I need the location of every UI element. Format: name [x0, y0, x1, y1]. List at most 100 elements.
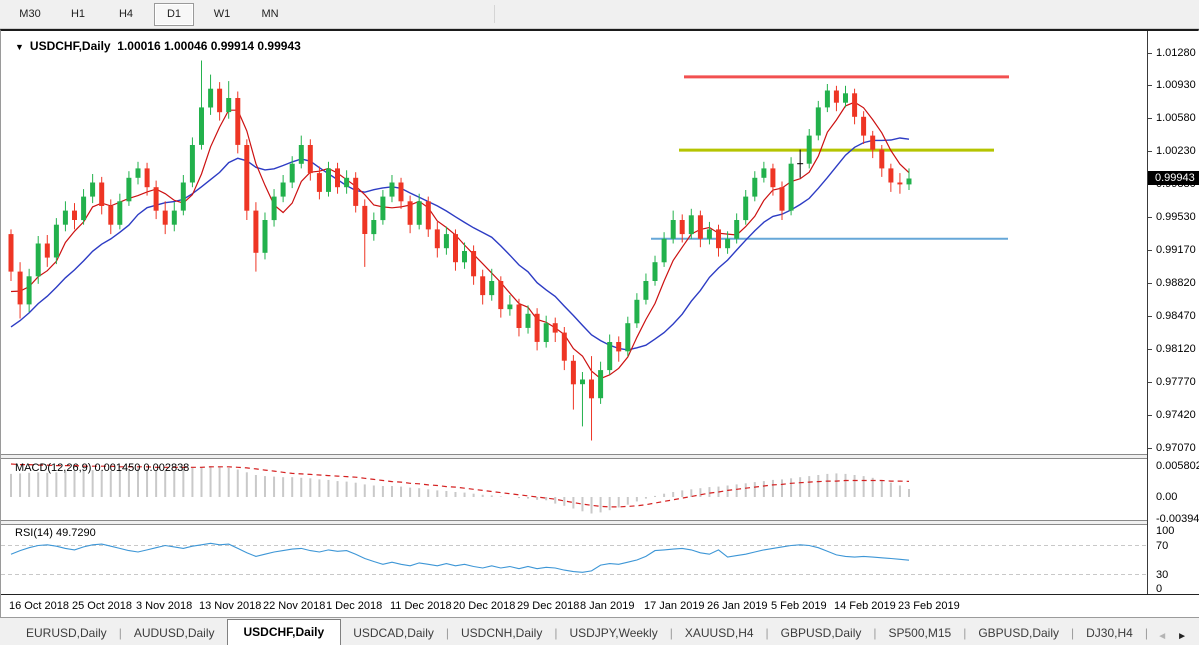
timeframe-button-h1[interactable]: H1	[70, 8, 86, 20]
candle-body	[208, 88, 214, 108]
candle-body	[652, 262, 658, 281]
candle-body	[752, 177, 758, 197]
candle-body	[852, 93, 858, 117]
rsi-axis-label: 30	[1156, 569, 1169, 581]
macd-panel[interactable]	[1, 458, 1147, 520]
rsi-label: RSI(14) 49.7290	[15, 527, 96, 539]
candle-body	[598, 370, 604, 399]
macd-signal-line	[10, 463, 910, 508]
price-tick	[1148, 349, 1152, 350]
candle-body	[171, 210, 177, 225]
main-chart[interactable]	[1, 31, 1147, 454]
symbol-tab-gbpusd-9[interactable]: GBPUSD,Daily	[978, 626, 1060, 640]
toolbar-separator	[494, 5, 495, 23]
symbol-tab-audusd-1[interactable]: AUDUSD,Daily	[133, 626, 215, 640]
candle-body	[144, 168, 150, 188]
candle-body	[743, 196, 749, 221]
price-tick	[1148, 283, 1152, 284]
tab-divider: |	[118, 626, 122, 640]
candle-body	[226, 98, 232, 113]
price-axis-label: 0.98820	[1156, 277, 1196, 289]
candle-body	[298, 145, 304, 164]
price-axis: 1.012801.009301.005801.002300.998800.995…	[1147, 31, 1199, 595]
candle-body	[289, 163, 295, 183]
timeframe-toolbar: M30 H1 H4 D1 W1 MN	[0, 0, 1199, 29]
candle-body	[697, 215, 703, 239]
candle-body	[770, 168, 776, 188]
candle-body	[507, 304, 513, 310]
date-axis-label: 8 Jan 2019	[580, 600, 635, 612]
candle-body	[362, 205, 368, 234]
candle-body	[534, 313, 540, 342]
timeframe-button-d1[interactable]: D1	[154, 2, 194, 26]
price-axis-label: 0.97420	[1156, 409, 1196, 421]
candle-body	[380, 196, 386, 221]
candle-body	[643, 281, 649, 300]
symbol-tab-usdcad-3[interactable]: USDCAD,Daily	[353, 626, 434, 640]
price-tick	[1148, 85, 1152, 86]
candle-body	[688, 215, 694, 235]
date-axis-label: 5 Feb 2019	[771, 600, 827, 612]
candle-body	[670, 220, 676, 239]
timeframe-button-mn[interactable]: MN	[261, 8, 279, 20]
candle-body	[108, 205, 114, 225]
candle-body	[843, 93, 848, 103]
candle-body	[162, 210, 168, 225]
candle-body	[462, 251, 467, 263]
candle-body	[53, 224, 59, 258]
candle-body	[453, 234, 458, 263]
candle-body	[679, 220, 685, 235]
timeframe-button-w1[interactable]: W1	[213, 8, 231, 20]
timeframe-button-m30[interactable]: M30	[19, 8, 41, 20]
rsi-panel[interactable]	[1, 523, 1147, 594]
candle-body	[99, 182, 105, 206]
candle-body	[443, 234, 449, 249]
symbol-tab-usdjpy-5[interactable]: USDJPY,Weekly	[569, 626, 658, 640]
candle-body	[353, 177, 359, 206]
candle-body	[706, 229, 712, 239]
candle-body	[416, 201, 422, 225]
date-axis-label: 25 Oct 2018	[72, 600, 132, 612]
candle-body	[344, 177, 350, 188]
timeframe-button-h4[interactable]: H4	[118, 8, 134, 20]
tab-divider: |	[765, 626, 769, 640]
ma-slow-line	[10, 137, 910, 351]
tab-scroll-arrows: ◄ ►	[1153, 631, 1199, 645]
candle-body	[153, 187, 159, 211]
price-tick	[1148, 316, 1152, 317]
symbol-tab-eurusd-0[interactable]: EURUSD,Daily	[26, 626, 107, 640]
candle-body	[180, 182, 186, 211]
price-tick	[1148, 382, 1152, 383]
candle-body	[815, 107, 821, 136]
candle-body	[788, 163, 794, 211]
candle-body	[661, 238, 667, 263]
price-axis-label: 1.00580	[1156, 112, 1196, 124]
panel-separator[interactable]	[1, 520, 1147, 525]
chart-dropdown-icon[interactable]: ▼	[15, 42, 24, 52]
symbol-tab-dj30-10[interactable]: DJ30,H4	[1086, 626, 1133, 640]
tab-scroll-right-icon[interactable]: ►	[1177, 631, 1187, 642]
symbol-tab-sp500-8[interactable]: SP500,M15	[888, 626, 952, 640]
candle-body	[525, 313, 531, 328]
candle-body	[552, 323, 558, 333]
candle-body	[607, 342, 613, 371]
candle-body	[44, 243, 50, 258]
tab-divider: |	[873, 626, 877, 640]
candle-body	[199, 107, 204, 145]
candle-body	[389, 182, 395, 197]
symbol-tab-gbpusd-7[interactable]: GBPUSD,Daily	[780, 626, 862, 640]
panel-separator[interactable]	[1, 454, 1147, 459]
symbol-tab-usdchf-2[interactable]: USDCHF,Daily	[226, 619, 342, 645]
price-axis-label: 0.97770	[1156, 376, 1196, 388]
symbol-tab-xauusd-6[interactable]: XAUUSD,H4	[684, 626, 754, 640]
chart-title: ▼ USDCHF,Daily 1.00016 1.00046 0.99914 0.…	[15, 39, 301, 53]
tab-scroll-left-icon[interactable]: ◄	[1157, 631, 1168, 642]
date-axis-label: 14 Feb 2019	[834, 600, 896, 612]
candle-body	[316, 173, 322, 192]
price-axis-label: 1.00230	[1156, 145, 1196, 157]
price-tick	[1148, 217, 1152, 218]
candle-body	[326, 168, 331, 192]
price-axis-label: 0.98120	[1156, 343, 1196, 355]
symbol-tab-usdcnh-4[interactable]: USDCNH,Daily	[461, 626, 543, 640]
